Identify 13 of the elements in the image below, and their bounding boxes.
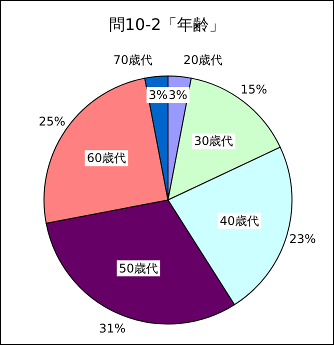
data-label: 3% — [148, 88, 168, 102]
data-label: 15% — [240, 82, 268, 96]
slice-label: 70歳代 — [113, 52, 153, 67]
data-label: 31% — [99, 322, 126, 336]
data-label: 3% — [168, 88, 188, 102]
slice-label: 40歳代 — [220, 214, 260, 228]
chart-title: 問10-2「年齢」 — [108, 15, 226, 34]
data-label: 25% — [38, 114, 66, 128]
data-label: 23% — [289, 232, 316, 246]
slice-label: 30歳代 — [194, 134, 234, 148]
slice-label: 20歳代 — [183, 52, 223, 67]
slice-label: 50歳代 — [118, 261, 158, 276]
slice-label: 60歳代 — [86, 151, 126, 166]
